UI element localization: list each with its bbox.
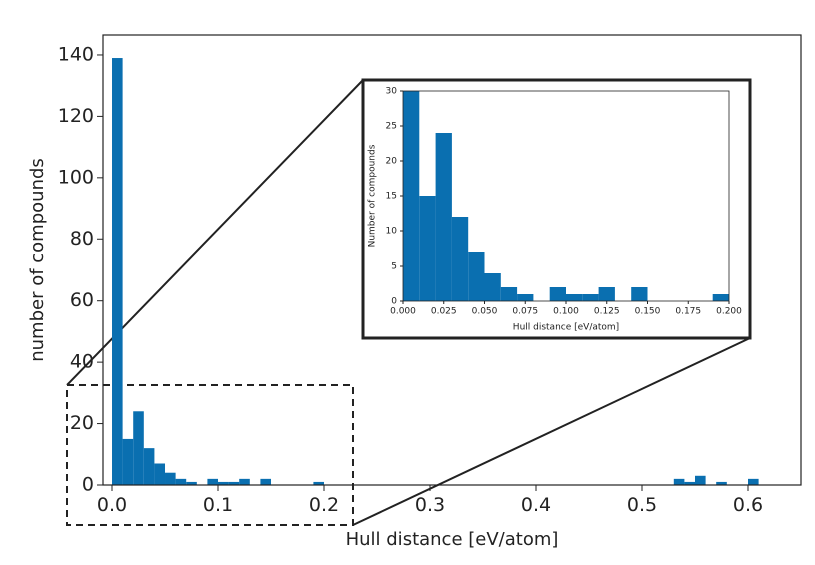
x-tick-label: 0.0 — [97, 494, 127, 516]
y-tick-label: 5 — [391, 262, 397, 272]
bar — [712, 294, 729, 301]
x-tick-label: 0.3 — [415, 494, 445, 516]
bar — [631, 287, 648, 301]
y-tick-label: 140 — [58, 43, 94, 65]
bar — [165, 472, 176, 485]
bars — [403, 91, 729, 301]
y-tick-label: 20 — [386, 157, 398, 167]
x-tick-label: 0.075 — [512, 306, 538, 316]
bar — [419, 196, 436, 301]
bar — [748, 478, 759, 485]
x-tick-label: 0.2 — [309, 494, 339, 516]
bar — [122, 438, 134, 485]
plot-frame — [102, 34, 802, 486]
y-axis-label: Number of compounds — [368, 144, 378, 247]
y-tick-label: 15 — [386, 192, 397, 202]
x-tick-label: 0.4 — [521, 494, 551, 516]
zoom-line — [352, 337, 751, 526]
bar — [582, 294, 599, 301]
bar — [517, 294, 534, 301]
x-tick-label: 0.150 — [635, 306, 661, 316]
y-tick-label: 0 — [391, 297, 397, 307]
bar — [154, 463, 166, 485]
zoom-line — [66, 79, 364, 386]
bar — [175, 478, 187, 485]
bar — [566, 294, 583, 301]
bar — [695, 475, 706, 485]
x-tick-label: 0.175 — [675, 306, 701, 316]
x-tick-label: 0.050 — [472, 306, 498, 316]
y-tick-label: 0 — [82, 474, 94, 496]
zoom-region — [66, 384, 354, 526]
bar — [684, 481, 696, 485]
y-tick-label: 30 — [386, 87, 398, 97]
x-tick-label: 0.5 — [627, 494, 657, 516]
y-tick-label: 20 — [70, 412, 94, 434]
bar — [228, 481, 240, 485]
bar — [260, 478, 272, 485]
bar — [716, 481, 727, 485]
bar — [500, 287, 518, 301]
bar — [218, 481, 229, 485]
x-tick-label: 0.6 — [733, 494, 763, 516]
bar — [239, 478, 250, 485]
x-tick-label: 0.200 — [716, 306, 742, 316]
y-tick-label: 25 — [386, 122, 397, 132]
x-axis-label: Hull distance [eV/atom] — [513, 323, 619, 333]
bar — [435, 133, 452, 301]
bar — [186, 481, 197, 485]
y-tick-label: 60 — [70, 289, 94, 311]
bar — [403, 91, 420, 301]
x-axis-label: Hull distance [eV/atom] — [346, 529, 559, 550]
bar — [673, 478, 685, 485]
y-tick-label: 80 — [70, 228, 94, 250]
y-tick-label: 10 — [386, 227, 398, 237]
bar — [484, 273, 501, 301]
bar — [549, 287, 566, 301]
bar — [133, 411, 144, 485]
bar — [207, 478, 219, 485]
bar — [143, 448, 155, 485]
bar — [598, 287, 615, 301]
x-tick-label: 0.025 — [431, 306, 457, 316]
bars — [112, 58, 759, 485]
y-tick-label: 120 — [58, 105, 94, 127]
bar — [451, 217, 469, 301]
x-tick-label: 0.1 — [203, 494, 233, 516]
y-tick-label: 40 — [70, 351, 94, 373]
x-tick-label: 0.125 — [594, 306, 620, 316]
x-tick-label: 0.000 — [390, 306, 416, 316]
y-axis-label: number of compounds — [27, 158, 48, 362]
bar — [313, 481, 325, 485]
bar — [112, 58, 123, 485]
y-tick-label: 100 — [58, 166, 94, 188]
x-tick-label: 0.100 — [553, 306, 579, 316]
bar — [468, 252, 485, 301]
